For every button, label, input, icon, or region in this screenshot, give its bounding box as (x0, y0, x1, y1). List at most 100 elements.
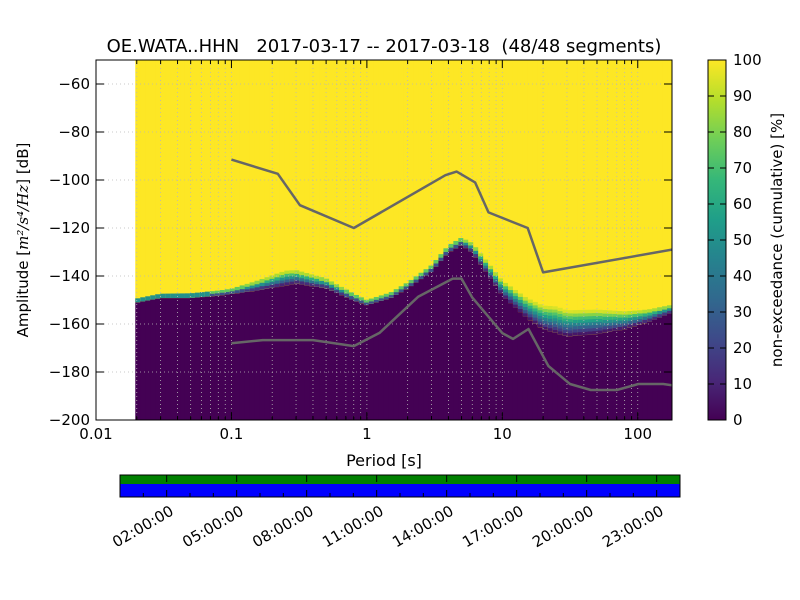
heatmap-transition-cell (478, 253, 484, 257)
heatmap-transition-cell (567, 315, 574, 320)
heatmap-transition-cell (344, 289, 350, 294)
heatmap-transition-cell (483, 265, 489, 269)
heatmap-transition-cell (557, 316, 564, 320)
heatmap-column-high (647, 60, 653, 322)
heatmap-column-low (577, 334, 584, 420)
colorbar-fill (708, 60, 726, 420)
heatmap-column-low (249, 290, 256, 420)
heatmap-transition-cell (378, 297, 385, 301)
heatmap-column-high (667, 60, 672, 314)
coverage-tick-label: 17:00:00 (459, 502, 526, 551)
heatmap-transition-cell (612, 324, 618, 329)
heatmap-transition-cell (532, 317, 539, 321)
heatmap-transition-cell (299, 271, 305, 276)
heatmap-transition-cell (587, 318, 594, 323)
heatmap-column-high (189, 60, 196, 298)
heatmap-column-low (309, 285, 315, 420)
heatmap-transition-cell (204, 291, 211, 297)
heatmap-transition-cell (572, 332, 579, 336)
heatmap-transition-cell (657, 310, 663, 315)
heatmap-column-low (353, 300, 360, 420)
heatmap-column-low (378, 300, 385, 420)
heatmap-transition-cell (388, 294, 395, 298)
heatmap-column-high (463, 60, 469, 249)
heatmap-column-low (498, 292, 504, 420)
heatmap-transition-cell (344, 293, 350, 298)
heatmap-transition-cell (239, 288, 246, 293)
heatmap-transition-cell (160, 293, 166, 298)
y-tick-label: −100 (49, 171, 90, 189)
heatmap-transition-cell (512, 301, 519, 305)
heatmap-transition-cell (562, 312, 569, 316)
heatmap-transition-cell (562, 329, 569, 333)
heatmap-transition-cell (398, 286, 405, 290)
colorbar-tick-label: 100 (733, 51, 762, 69)
colorbar-tick-label: 0 (733, 411, 743, 429)
heatmap-column-high (214, 60, 221, 296)
x-tick-label: 1 (362, 425, 372, 443)
heatmap-transition-cell (627, 310, 633, 315)
heatmap-transition-cell (478, 261, 484, 265)
heatmap-column-high (612, 60, 618, 331)
heatmap-column-high (388, 60, 395, 298)
heatmap-column-low (567, 335, 574, 420)
heatmap-transition-cell (508, 296, 514, 300)
heatmap-column-low (368, 303, 375, 420)
heatmap-column-high (314, 60, 320, 287)
heatmap-transition-cell (612, 322, 618, 326)
heatmap-column-low (488, 278, 494, 420)
heatmap-column-low (155, 298, 161, 420)
heatmap-transition-cell (582, 316, 589, 320)
heatmap-column-high (160, 60, 166, 299)
heatmap-transition-cell (602, 316, 608, 320)
heatmap-column-low (170, 297, 176, 420)
heatmap-column-high (165, 60, 171, 299)
heatmap-column-high (319, 60, 325, 288)
heatmap-column-low (478, 263, 484, 420)
heatmap-transition-cell (403, 286, 410, 290)
heatmap-transition-cell (214, 292, 221, 296)
heatmap-transition-cell (383, 296, 390, 300)
y-tick-label: −160 (49, 315, 90, 333)
heatmap-transition-cell (527, 316, 534, 321)
heatmap-transition-cell (329, 284, 335, 288)
heatmap-column-low (617, 329, 623, 420)
heatmap-transition-cell (582, 328, 589, 332)
heatmap-column-high (458, 60, 464, 246)
heatmap-transition-cell (289, 281, 295, 285)
heatmap-transition-cell (274, 283, 280, 287)
heatmap-transition-cell (289, 270, 295, 274)
heatmap-column-high (348, 60, 355, 300)
heatmap-transition-cell (498, 284, 504, 288)
heatmap-transition-cell (547, 321, 554, 326)
heatmap-column-low (483, 270, 489, 420)
heatmap-transition-cell (567, 318, 574, 322)
heatmap-transition-cell (592, 324, 599, 329)
heatmap-transition-cell (582, 325, 589, 329)
heatmap-transition-cell (527, 302, 534, 306)
heatmap-column-high (622, 60, 628, 330)
heatmap-column-low (135, 301, 141, 420)
heatmap-transition-cell (463, 244, 469, 249)
heatmap-transition-cell (433, 263, 440, 267)
heatmap-transition-cell (547, 324, 554, 329)
ppsd-heatmap (135, 60, 672, 420)
heatmap-column-low (160, 297, 166, 420)
heatmap-column-low (209, 295, 216, 420)
heatmap-transition-cell (219, 290, 226, 293)
heatmap-transition-cell (448, 247, 454, 252)
heatmap-column-high (373, 60, 380, 303)
heatmap-transition-cell (667, 307, 672, 311)
colorbar-tick-label: 10 (733, 375, 752, 393)
heatmap-column-low (592, 333, 599, 420)
heatmap-transition-cell (150, 295, 156, 300)
heatmap-transition-cell (542, 311, 549, 315)
heatmap-transition-cell (314, 275, 320, 279)
heatmap-column-low (572, 335, 579, 420)
heatmap-transition-cell (577, 313, 584, 317)
heatmap-transition-cell (493, 275, 499, 280)
heatmap-transition-cell (443, 251, 449, 256)
heatmap-transition-cell (517, 296, 524, 300)
heatmap-transition-cell (617, 326, 623, 331)
heatmap-transition-cell (209, 293, 216, 297)
